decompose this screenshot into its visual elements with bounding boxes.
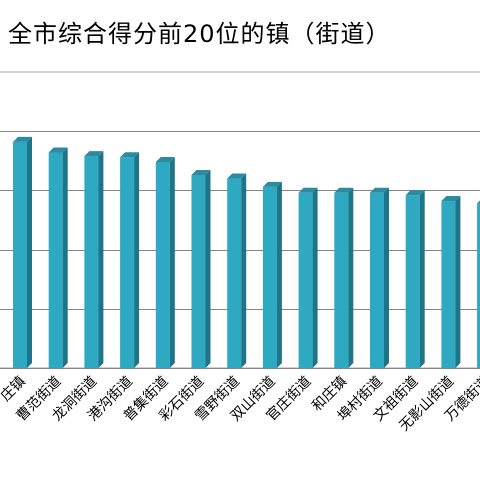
bar-side [312,187,318,368]
bar-front [370,192,384,368]
bar-side [276,181,282,368]
bar [334,187,354,368]
bar [441,196,461,368]
bar-front [227,178,242,368]
bar-layer [13,136,480,368]
bar-front [441,201,456,368]
bar-side [134,152,140,368]
bar-top [191,170,211,176]
bar-side [205,170,211,368]
bar-side [62,147,68,368]
bar-top [262,181,282,187]
bar-top [441,196,461,202]
bar [84,151,104,368]
bar-front [84,156,99,368]
bar-front [262,186,277,368]
bar [477,200,480,368]
bar-top [227,173,247,179]
bar-top [477,200,480,204]
bar-front [298,192,313,368]
bar-side [27,136,32,368]
bar-front [405,195,420,368]
bar [120,152,140,368]
bar-top [48,147,68,153]
bar-side [241,173,247,368]
bar-top [370,187,389,193]
bar-top [405,190,425,196]
bar-front [155,161,170,368]
bar [262,181,282,368]
bar-top [13,136,32,142]
label-layer: 庄镇曹范街道龙洞街道港沟街道普集街道彩石街道雪野街道双山街道官庄街道和庄镇埠村街… [0,373,480,435]
bar [191,170,211,368]
bar [48,147,68,368]
bar-front [48,152,63,368]
bar-side [169,156,175,368]
bar [370,187,389,368]
bar [298,187,318,368]
bar-side [348,187,354,368]
chart-title: 全市综合得分前20位的镇（街道） [8,20,391,48]
bar [405,190,425,368]
bar-top [298,187,318,193]
bar-top [84,151,104,157]
bar [227,173,247,368]
bar-side [98,151,104,368]
bar-top [155,156,175,162]
bar-front [334,192,349,368]
bar-side [419,190,425,368]
bar-front [120,157,135,368]
bar-side [384,187,389,368]
bar-front [13,141,27,368]
bar-front [477,203,480,368]
x-tick-label: 庄镇 [0,373,29,405]
bar-top [334,187,354,193]
bar-top [120,152,140,158]
bar-front [191,175,206,368]
bar [155,156,175,368]
bar [13,136,32,368]
bar-side [455,196,461,368]
